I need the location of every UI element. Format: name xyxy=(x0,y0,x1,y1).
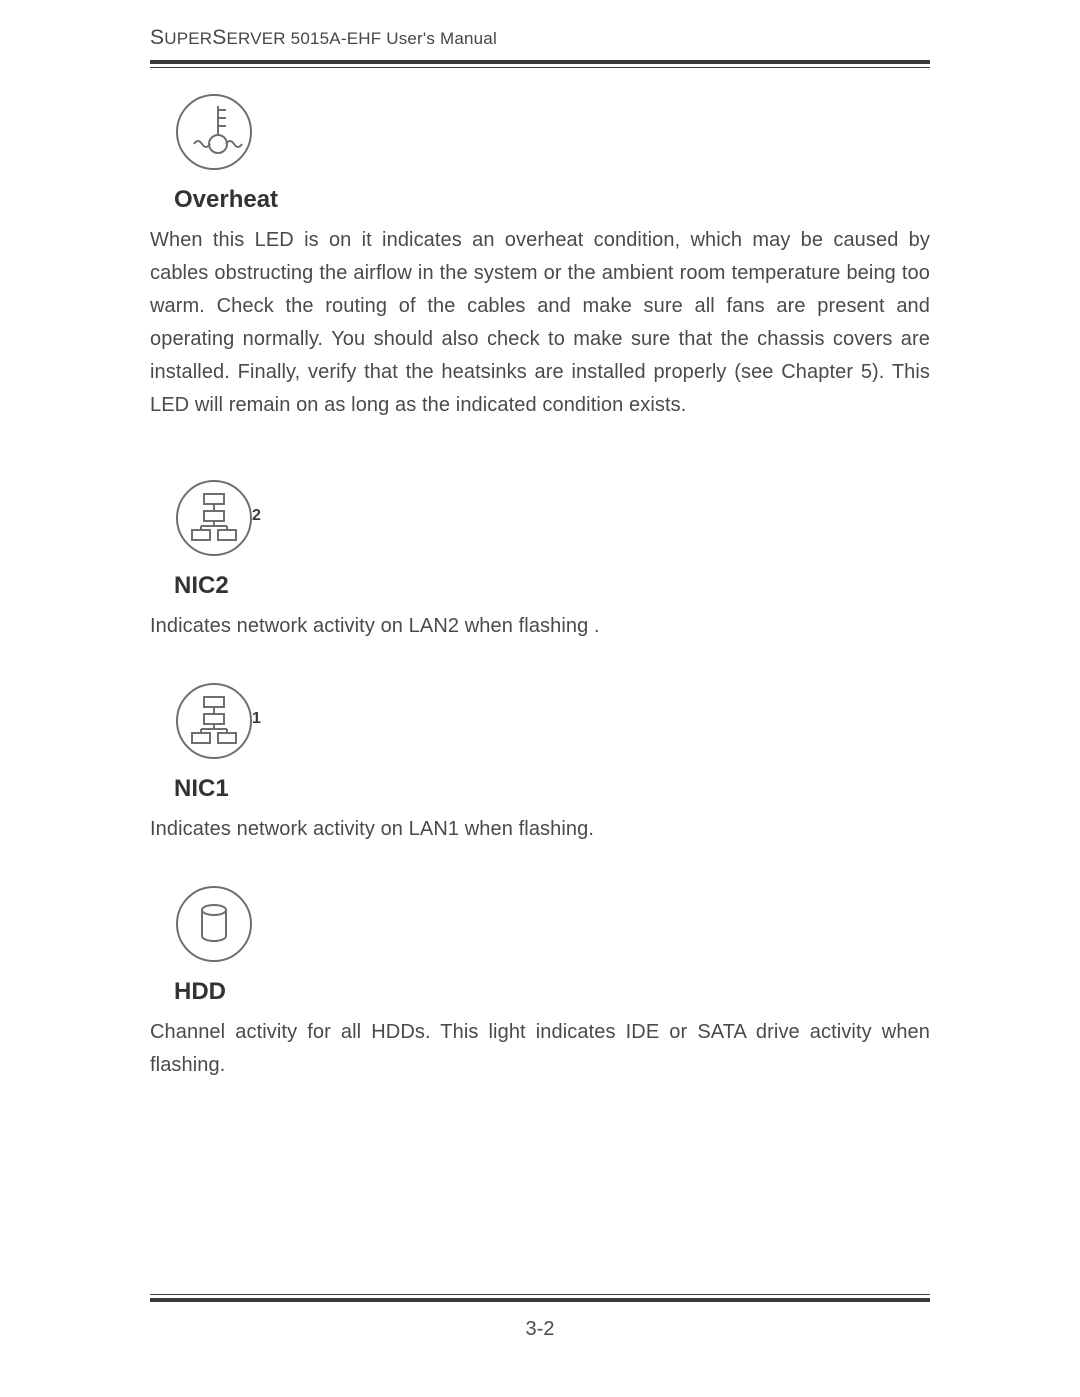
body-nic2: Indicates network activity on LAN2 when … xyxy=(150,610,930,643)
header-rest-2: ERVER 5015A-EHF User's Manual xyxy=(226,29,496,48)
body-nic1: Indicates network activity on LAN1 when … xyxy=(150,813,930,846)
heading-hdd: HDD xyxy=(174,978,930,1006)
body-hdd: Channel activity for all HDDs. This ligh… xyxy=(150,1016,930,1082)
footer-rule-thick xyxy=(150,1298,930,1302)
page-number: 3-2 xyxy=(150,1318,930,1341)
page-header: SUPERSERVER 5015A-EHF User's Manual xyxy=(150,26,930,50)
nic1-icon-label: 1 xyxy=(252,710,261,727)
nic1-icon: 1 xyxy=(174,681,930,761)
header-rule-thin xyxy=(150,67,930,68)
overheat-icon xyxy=(174,92,930,172)
hdd-icon xyxy=(174,884,930,964)
header-rest-1: UPER xyxy=(164,29,212,48)
header-rule-thick xyxy=(150,60,930,64)
header-smallcaps-2: S xyxy=(212,26,226,49)
heading-overheat: Overheat xyxy=(174,186,930,214)
nic2-icon-label: 2 xyxy=(252,507,261,524)
nic2-icon: 2 xyxy=(174,478,930,558)
heading-nic1: NIC1 xyxy=(174,775,930,803)
footer-rule-thin xyxy=(150,1294,930,1295)
heading-nic2: NIC2 xyxy=(174,572,930,600)
page-footer: 3-2 xyxy=(150,1294,930,1341)
header-smallcaps-1: S xyxy=(150,26,164,49)
body-overheat: When this LED is on it indicates an over… xyxy=(150,224,930,422)
